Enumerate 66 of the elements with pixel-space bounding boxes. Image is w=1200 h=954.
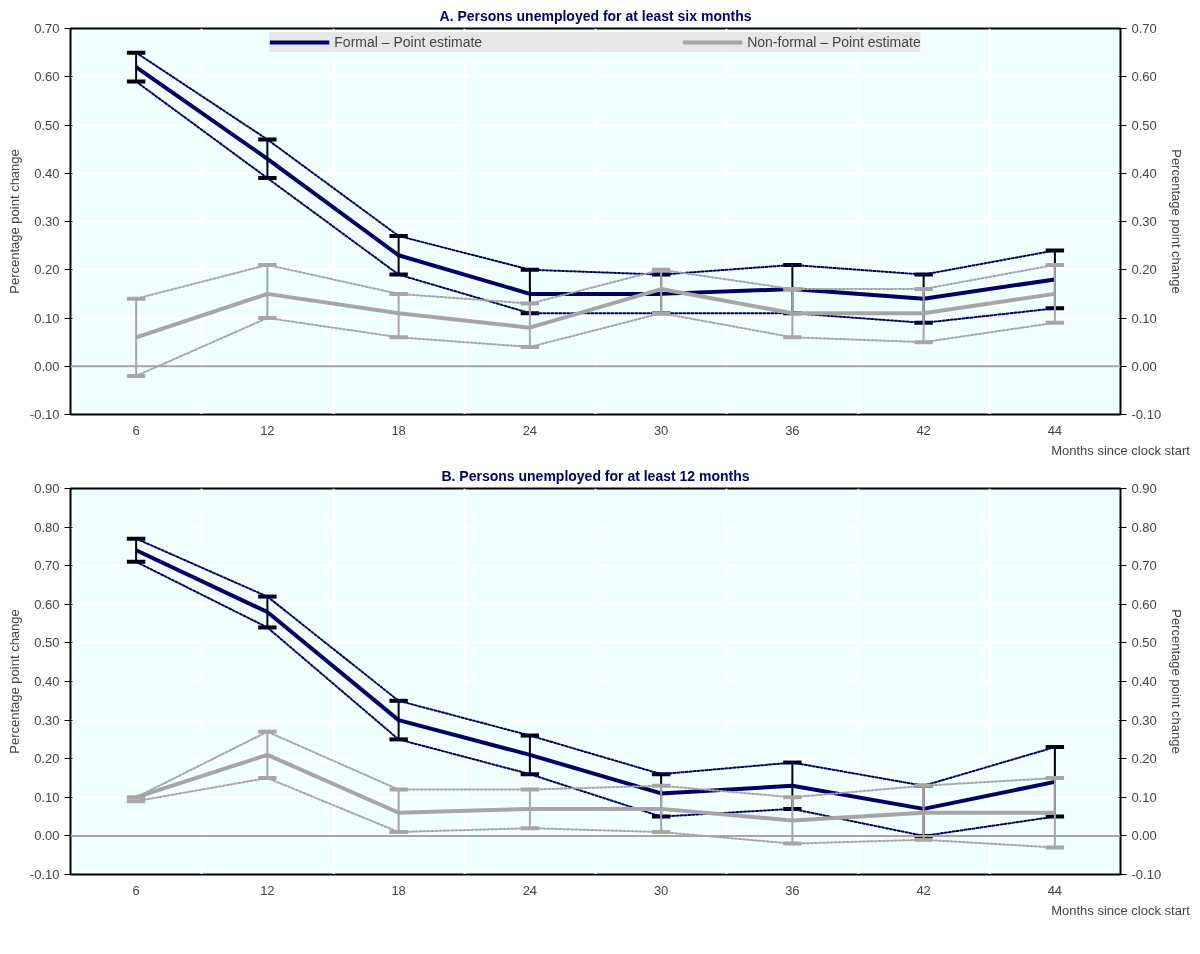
y-tick-label: 0.10: [34, 310, 60, 326]
y2-tick-label: -0.10: [1131, 867, 1162, 882]
y2-axis-title: Percentage point change: [1169, 149, 1185, 294]
chart-title: B. Persons unemployed for at least 12 months: [441, 467, 750, 484]
y2-axis-title: Percentage point change: [1169, 609, 1185, 754]
y-tick-label: 0.40: [34, 674, 60, 689]
y2-tick-label: 0.20: [1131, 751, 1157, 767]
x-tick-label: 30: [653, 882, 669, 898]
y2-tick-label: 0.30: [1131, 712, 1157, 728]
x-tick-label: 44: [1047, 882, 1063, 898]
y-axis-title: Percentage point change: [6, 149, 22, 294]
y2-tick-label: 0.00: [1131, 358, 1157, 374]
y2-tick-label: 0.70: [1131, 21, 1157, 36]
y2-tick-label: 0.20: [1131, 262, 1157, 278]
y2-tick-label: 0.00: [1131, 828, 1157, 844]
x-tick-label: 42: [916, 422, 931, 438]
y2-tick-label: 0.50: [1131, 117, 1157, 133]
y2-tick-label: 0.30: [1131, 214, 1157, 229]
x-axis-title: Months since clock start: [1051, 902, 1191, 918]
x-tick-label: 12: [260, 882, 275, 898]
y-tick-label: 0.30: [34, 214, 60, 229]
y2-tick-label: 0.80: [1131, 519, 1157, 535]
y-tick-label: 0.40: [34, 165, 60, 181]
y-tick-label: 0.10: [34, 789, 60, 805]
y-tick-label: 0.60: [34, 69, 60, 85]
x-tick-label: 6: [132, 422, 140, 438]
x-tick-label: 30: [653, 422, 669, 438]
x-tick-label: 44: [1047, 422, 1063, 438]
y2-tick-label: 0.10: [1131, 789, 1157, 805]
y-tick-label: 0.20: [34, 751, 60, 767]
y-tick-label: 0.50: [34, 117, 60, 133]
y2-tick-label: 0.40: [1131, 674, 1157, 689]
y2-tick-label: 0.40: [1131, 165, 1157, 181]
y-tick-label: 0.70: [34, 21, 60, 36]
x-tick-label: 6: [132, 882, 140, 898]
x-axis-title: Months since clock start: [1051, 442, 1191, 458]
y2-tick-label: 0.60: [1131, 596, 1157, 612]
y2-tick-label: 0.90: [1131, 481, 1157, 496]
legend-label: Non-formal – Point estimate: [747, 34, 921, 50]
x-tick-label: 36: [785, 882, 800, 898]
y-axis-title: Percentage point change: [6, 609, 22, 754]
y-tick-label: 0.30: [34, 712, 60, 728]
y-tick-label: 0.00: [34, 358, 60, 374]
x-tick-label: 24: [522, 422, 538, 438]
y-tick-label: 0.60: [34, 596, 60, 612]
x-tick-label: 24: [522, 882, 538, 898]
y2-tick-label: 0.10: [1131, 310, 1157, 326]
y-tick-label: 0.00: [34, 828, 60, 844]
y2-tick-label: -0.10: [1131, 407, 1162, 422]
y2-tick-label: 0.50: [1131, 635, 1157, 651]
y2-tick-label: 0.70: [1131, 558, 1157, 574]
y-tick-label: 0.70: [34, 558, 60, 574]
x-tick-label: 12: [260, 422, 275, 438]
y-tick-label: 0.50: [34, 635, 60, 651]
x-tick-label: 42: [916, 882, 931, 898]
y2-tick-label: 0.60: [1131, 69, 1157, 85]
legend-label: Formal – Point estimate: [334, 34, 483, 50]
y-tick-label: -0.10: [29, 867, 60, 882]
y-tick-label: 0.20: [34, 262, 60, 278]
x-tick-label: 18: [391, 882, 406, 898]
y-tick-label: -0.10: [29, 407, 60, 422]
y-tick-label: 0.90: [34, 481, 60, 496]
y-tick-label: 0.80: [34, 519, 60, 535]
x-tick-label: 18: [391, 422, 406, 438]
x-tick-label: 36: [785, 422, 800, 438]
chart-title: A. Persons unemployed for at least six months: [439, 7, 752, 24]
